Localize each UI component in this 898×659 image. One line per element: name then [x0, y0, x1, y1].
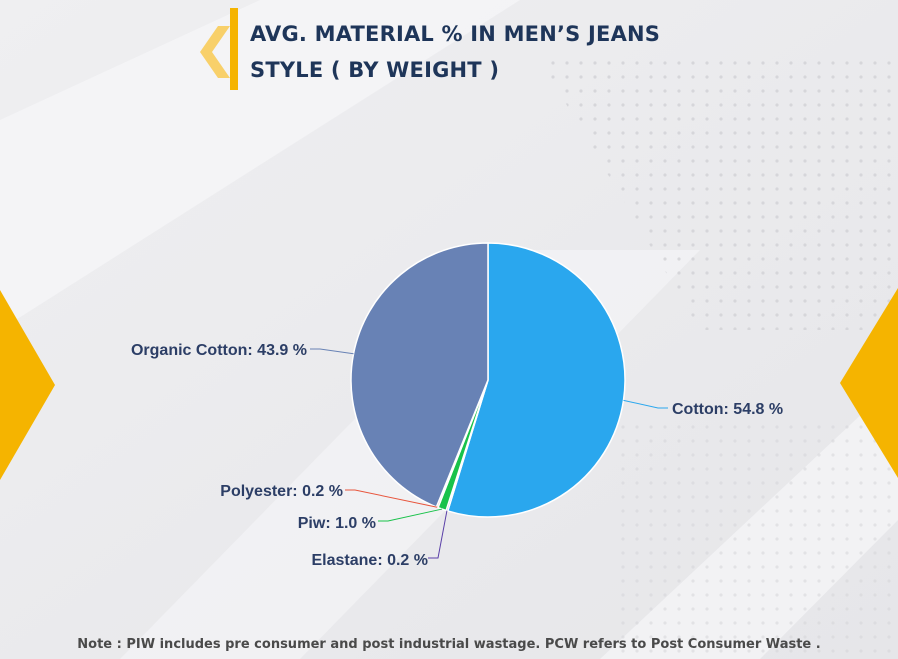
slice-labels: Cotton: 54.8 % Elastane: 0.2 % Piw: 1.0 …	[131, 342, 783, 569]
label-organic-cotton: Organic Cotton: 43.9 %	[131, 342, 307, 359]
title-line-1: AVG. MATERIAL % IN MEN’S JEANS	[250, 22, 661, 46]
leader-line-piw	[378, 508, 443, 522]
title-line-2: STYLE ( BY WEIGHT )	[250, 58, 500, 82]
label-cotton: Cotton: 54.8 %	[672, 401, 783, 418]
title-accent-bar	[230, 8, 238, 90]
label-elastane: Elastane: 0.2 %	[312, 552, 429, 569]
label-piw: Piw: 1.0 %	[298, 515, 376, 532]
leader-line-organic-cotton	[310, 348, 354, 355]
page-title: AVG. MATERIAL % IN MEN’S JEANS STYLE ( B…	[250, 16, 660, 88]
left-arrow-decoration	[0, 290, 55, 480]
leader-line-cotton	[623, 399, 668, 409]
right-arrow-decoration	[840, 288, 898, 478]
pie-slice-organic-cotton	[350, 242, 489, 508]
leader-line-polyester	[345, 489, 438, 508]
leader-line-elastane	[428, 510, 448, 559]
label-polyester: Polyester: 0.2 %	[220, 483, 343, 500]
pie-slices	[350, 242, 626, 518]
leader-lines	[310, 348, 668, 559]
pie-slice-cotton	[446, 242, 626, 518]
title-block: AVG. MATERIAL % IN MEN’S JEANS STYLE ( B…	[200, 8, 720, 90]
chevron-left-icon	[200, 26, 230, 78]
footer-note: Note : PIW includes pre consumer and pos…	[77, 637, 821, 652]
